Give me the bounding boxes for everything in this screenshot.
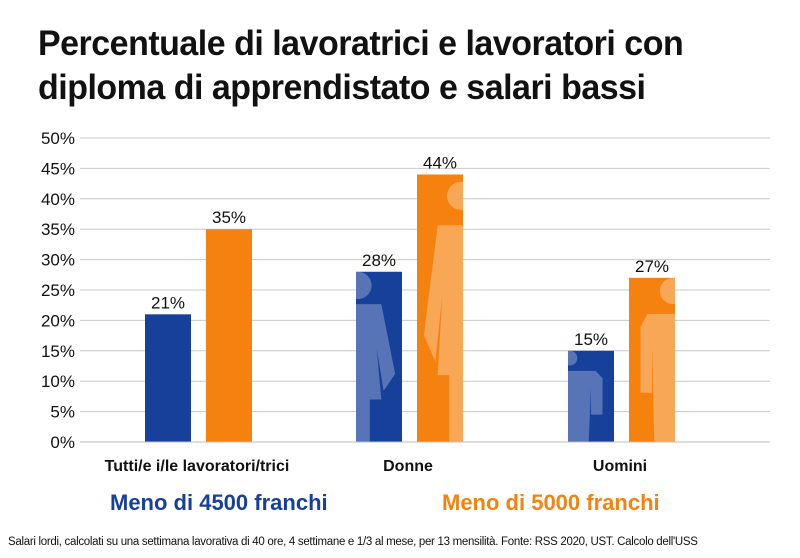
bar-chart: 0% 5% 10% 15% 20% 25% 30% 35% 40% 45% 50% Tutti/e i… (41, 129, 770, 475)
bar (568, 350, 614, 442)
y-tick-label: 0% (50, 433, 75, 452)
data-label: 28% (362, 251, 396, 270)
y-tick-label: 30% (41, 251, 75, 270)
x-tick-label: Donne (383, 458, 433, 475)
chart-title: Percentuale di lavoratrici e lavoratori … (38, 24, 684, 107)
y-tick-label: 15% (41, 342, 75, 361)
x-tick-label: Tutti/e i/le lavoratori/trici (105, 458, 290, 475)
woman-icon (423, 181, 463, 442)
y-tick-label: 5% (50, 403, 75, 422)
x-tick-label: Uomini (593, 458, 647, 475)
man-icon (640, 277, 675, 442)
data-label: 15% (574, 330, 608, 349)
legend-series-1: Meno di 4500 franchi (110, 490, 328, 515)
woman-icon (356, 271, 396, 442)
y-tick-label: 50% (41, 129, 75, 148)
data-label: 44% (423, 153, 457, 172)
footnote: Salari lordi, calcolati su una settimana… (8, 536, 698, 548)
y-tick-label: 40% (41, 190, 75, 209)
bar (356, 271, 402, 442)
y-tick-label: 45% (41, 159, 75, 178)
data-label: 21% (151, 293, 185, 312)
legend-series-2: Meno di 5000 franchi (442, 490, 660, 515)
bar (629, 277, 675, 442)
y-tick-label: 25% (41, 281, 75, 300)
bar (206, 229, 252, 442)
y-tick-label: 10% (41, 372, 75, 391)
y-tick-label: 35% (41, 220, 75, 239)
man-icon (568, 350, 603, 442)
data-label: 35% (212, 208, 246, 227)
bar (145, 314, 191, 442)
y-tick-label: 20% (41, 311, 75, 330)
bar (417, 174, 463, 443)
data-label: 27% (635, 257, 669, 276)
